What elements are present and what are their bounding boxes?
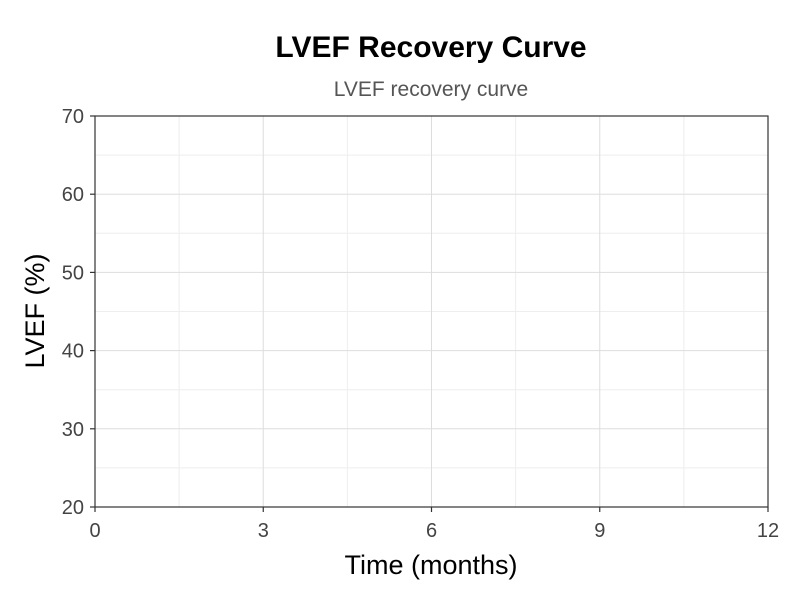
y-axis-label: LVEF (%) — [20, 253, 50, 368]
y-tick-label: 40 — [62, 341, 84, 363]
x-tick-label: 3 — [258, 520, 269, 542]
y-tick-label: 50 — [62, 262, 84, 284]
y-tick-label: 70 — [62, 106, 84, 128]
y-axis-ticks: 20 30 40 50 60 70 — [62, 106, 95, 519]
x-tick-label: 9 — [594, 520, 605, 542]
x-axis-label: Time (months) — [344, 550, 517, 580]
x-tick-label: 12 — [757, 520, 779, 542]
chart-title: LVEF Recovery Curve — [275, 31, 586, 64]
x-tick-label: 6 — [426, 520, 437, 542]
chart-subtitle: LVEF recovery curve — [334, 78, 529, 101]
y-tick-label: 60 — [62, 184, 84, 206]
x-axis-ticks: 0 3 6 9 12 — [89, 507, 779, 542]
x-tick-label: 0 — [89, 520, 100, 542]
y-tick-label: 20 — [62, 497, 84, 519]
y-tick-label: 30 — [62, 419, 84, 441]
